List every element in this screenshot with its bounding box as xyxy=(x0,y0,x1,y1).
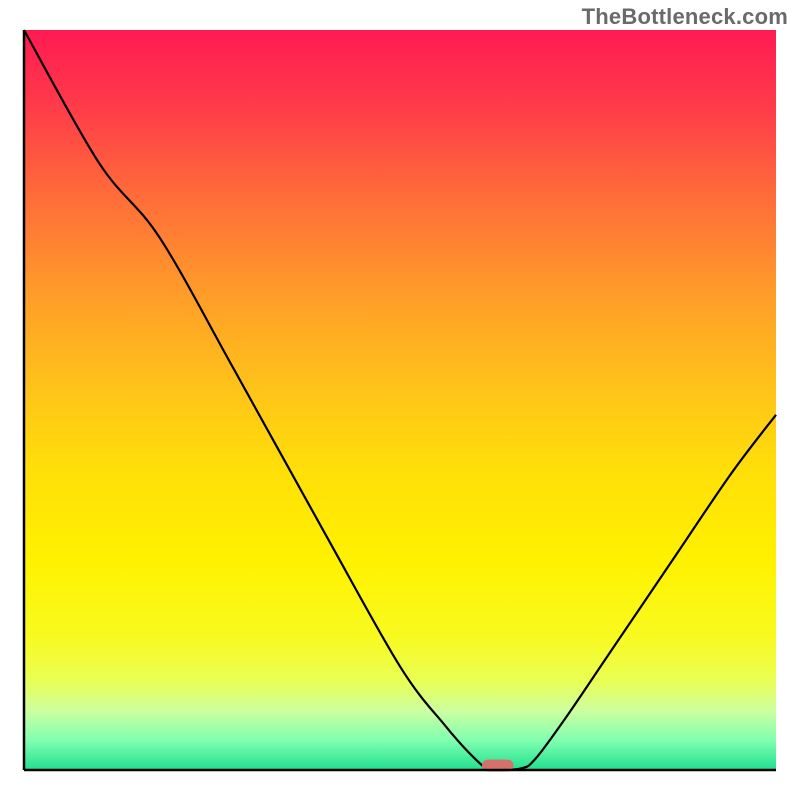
bottleneck-chart xyxy=(0,0,800,800)
plot-background xyxy=(24,30,776,770)
watermark-text: TheBottleneck.com xyxy=(582,4,788,30)
chart-container: TheBottleneck.com xyxy=(0,0,800,800)
